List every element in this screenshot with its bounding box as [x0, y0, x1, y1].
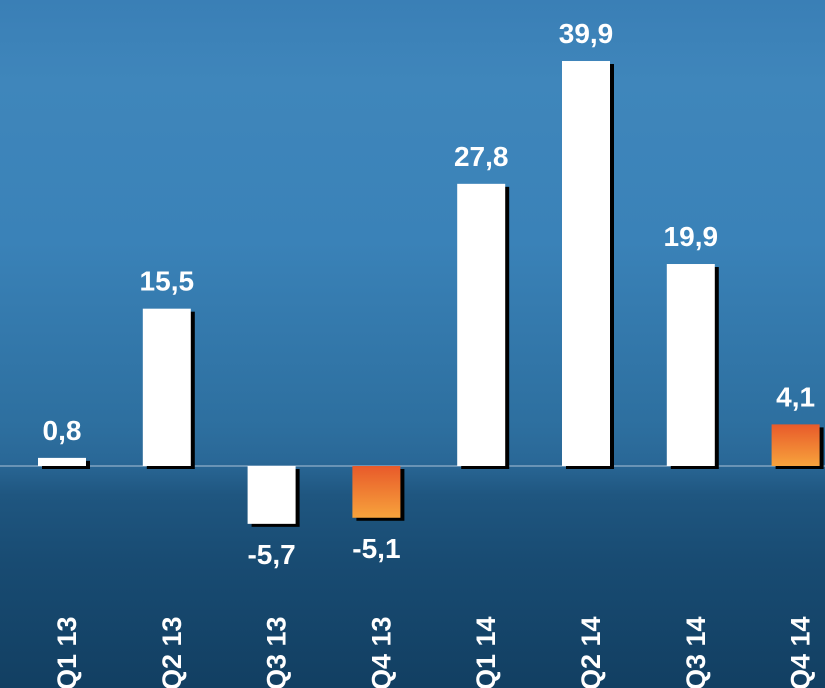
bar-q1-14	[457, 183, 506, 466]
x-tick-label: Q2 13	[157, 616, 187, 688]
bar-q1-13	[38, 457, 86, 466]
x-tick-label: Q4 13	[366, 616, 396, 688]
value-label: 39,9	[559, 18, 614, 49]
x-tick-label: Q1 14	[471, 616, 501, 688]
value-label: 27,8	[454, 141, 509, 172]
value-label: -5,1	[352, 533, 400, 564]
value-label: 4,1	[776, 381, 815, 412]
bar-q2-14	[562, 61, 610, 466]
value-label: -5,7	[247, 539, 295, 570]
x-tick-label: Q1 13	[52, 616, 82, 688]
bar-q4-13	[352, 466, 401, 518]
x-tick-label: Q2 14	[576, 616, 606, 688]
bar-q4-14	[771, 424, 820, 466]
x-tick-label: Q3 13	[262, 616, 292, 688]
x-tick-label: Q3 14	[681, 616, 711, 688]
value-label: 0,8	[43, 415, 82, 446]
value-label: 19,9	[664, 221, 719, 252]
bar-q2-13	[142, 308, 191, 466]
bar-q3-14	[666, 264, 715, 466]
bar-q3-13	[247, 466, 296, 524]
x-tick-label: Q4 14	[786, 616, 816, 688]
value-label: 15,5	[140, 266, 195, 297]
